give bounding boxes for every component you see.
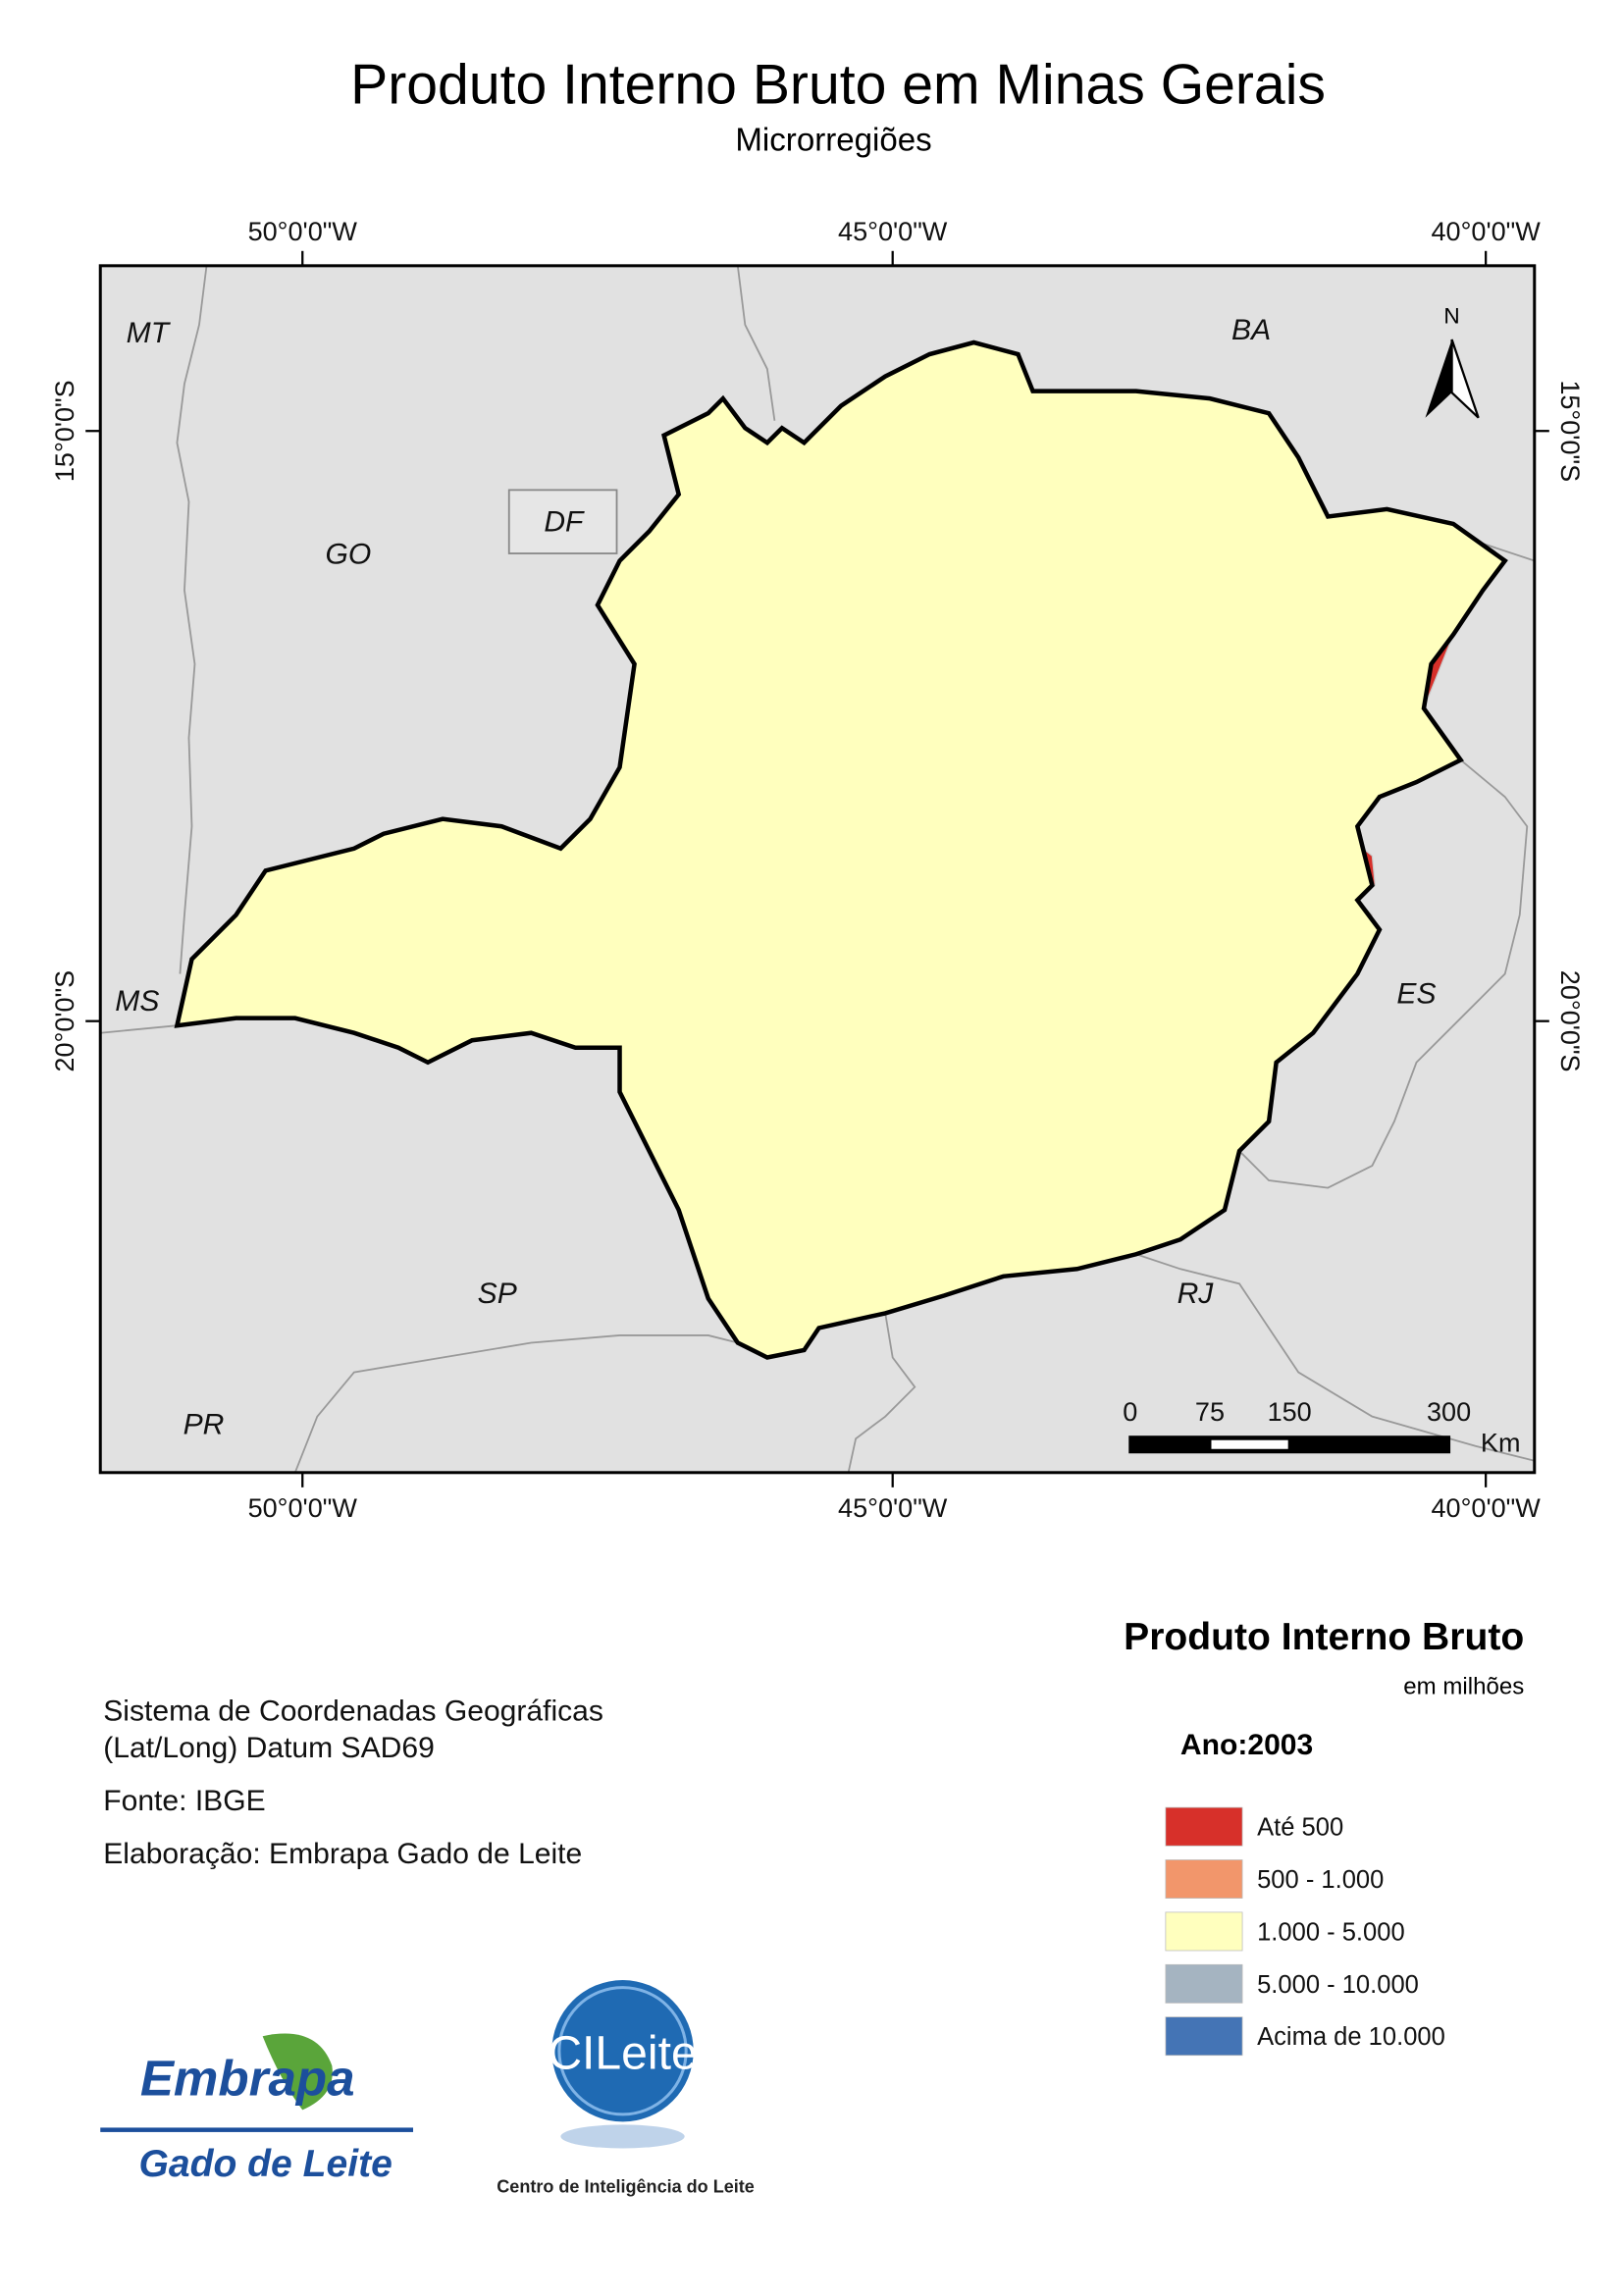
lon-label: 45°0'0"W	[838, 1493, 948, 1523]
legend-label: 1.000 - 5.000	[1257, 1918, 1405, 1946]
legend-swatch	[1165, 1911, 1243, 1952]
ticks	[85, 250, 1549, 1487]
legend-swatch	[1165, 1806, 1243, 1847]
state-label: BA	[1231, 314, 1271, 346]
scale-bar	[1128, 1435, 1451, 1454]
scale-unit: Km	[1481, 1429, 1521, 1458]
lat-label: 15°0'0"S	[1555, 380, 1585, 482]
lon-label: 50°0'0"W	[248, 1493, 358, 1523]
lon-label: 50°0'0"W	[248, 217, 358, 246]
legend-label: 5.000 - 10.000	[1257, 1971, 1419, 1999]
north-arrow	[1450, 339, 1480, 419]
legend-swatch	[1165, 2016, 1243, 2057]
north-arrow	[1425, 339, 1452, 418]
cileite-logo: CILeite Centro de Inteligência do Leite	[497, 1980, 755, 2197]
logo-text: CILeite	[548, 2026, 697, 2079]
state-label: ES	[1396, 978, 1436, 1011]
lat-label: 15°0'0"S	[50, 380, 79, 482]
state-label: DF	[544, 505, 585, 538]
state-label: PR	[183, 1409, 225, 1441]
state-label: MT	[127, 317, 172, 349]
subtitle: Microrregiões	[735, 123, 931, 159]
scale-label: 300	[1427, 1397, 1471, 1427]
map-frame	[98, 264, 1537, 1475]
title: Produto Interno Bruto em Minas Gerais	[350, 53, 1326, 116]
legend-title: Produto Interno Bruto	[1124, 1616, 1524, 1658]
scale-label: 150	[1268, 1397, 1312, 1427]
lat-label: 20°0'0"S	[50, 970, 79, 1072]
state-label: GO	[325, 539, 371, 571]
legend: Até 500 500 - 1.000 1.000 - 5.000 5.000 - 1…	[1165, 1806, 1445, 2057]
state-label: RJ	[1178, 1278, 1215, 1310]
north-label: N	[1443, 303, 1459, 328]
legend-subtitle: em milhões	[1403, 1673, 1524, 1699]
credit: Sistema de Coordenadas Geográficas	[103, 1695, 603, 1727]
scale-label: 75	[1195, 1397, 1225, 1427]
legend-swatch	[1165, 1963, 1243, 2004]
credit: (Lat/Long) Datum SAD69	[103, 1732, 435, 1764]
state-borders	[100, 265, 1535, 1473]
credit: Fonte: IBGE	[103, 1785, 265, 1817]
legend-label: 500 - 1.000	[1257, 1866, 1384, 1894]
legend-year: Ano:2003	[1180, 1729, 1313, 1761]
legend-label: Acima de 10.000	[1257, 2023, 1445, 2051]
lat-label: 20°0'0"S	[1555, 970, 1585, 1072]
lon-label: 45°0'0"W	[838, 217, 948, 246]
credit: Elaboração: Embrapa Gado de Leite	[103, 1838, 582, 1870]
embrapa-logo: Embrapa Gado de Leite	[100, 2033, 414, 2185]
lon-label: 40°0'0"W	[1432, 217, 1542, 246]
scale-label: 0	[1123, 1397, 1137, 1427]
logo-text: Centro de Inteligência do Leite	[497, 2177, 755, 2197]
state-label: MS	[115, 985, 159, 1018]
map-area	[100, 265, 1535, 1473]
logo-text: Gado de Leite	[138, 2143, 392, 2185]
logo-text: Embrapa	[140, 2050, 355, 2106]
legend-label: Até 500	[1257, 1814, 1343, 1842]
lon-label: 40°0'0"W	[1432, 1493, 1542, 1523]
state-label: SP	[478, 1278, 517, 1310]
legend-swatch	[1165, 1859, 1243, 1899]
